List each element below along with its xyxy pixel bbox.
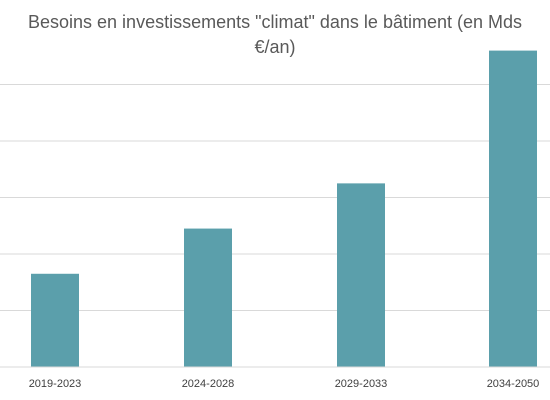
x-tick-labels: 2019-2023 2024-2028 2029-2033 2034-2050: [29, 378, 540, 390]
gridlines: [0, 84, 550, 311]
chart-title: Besoins en investissements "climat" dans…: [28, 12, 522, 57]
bars: [31, 50, 537, 367]
x-tick-label: 2019-2023: [29, 378, 82, 390]
x-tick-label: 2029-2033: [335, 378, 388, 390]
bar-2019-2023: [31, 273, 79, 367]
bar-2029-2033: [337, 183, 385, 367]
bar-2034-2050: [489, 50, 537, 367]
x-tick-label: 2034-2050: [487, 378, 540, 390]
x-tick-label: 2024-2028: [182, 378, 235, 390]
bar-2024-2028: [184, 228, 232, 367]
